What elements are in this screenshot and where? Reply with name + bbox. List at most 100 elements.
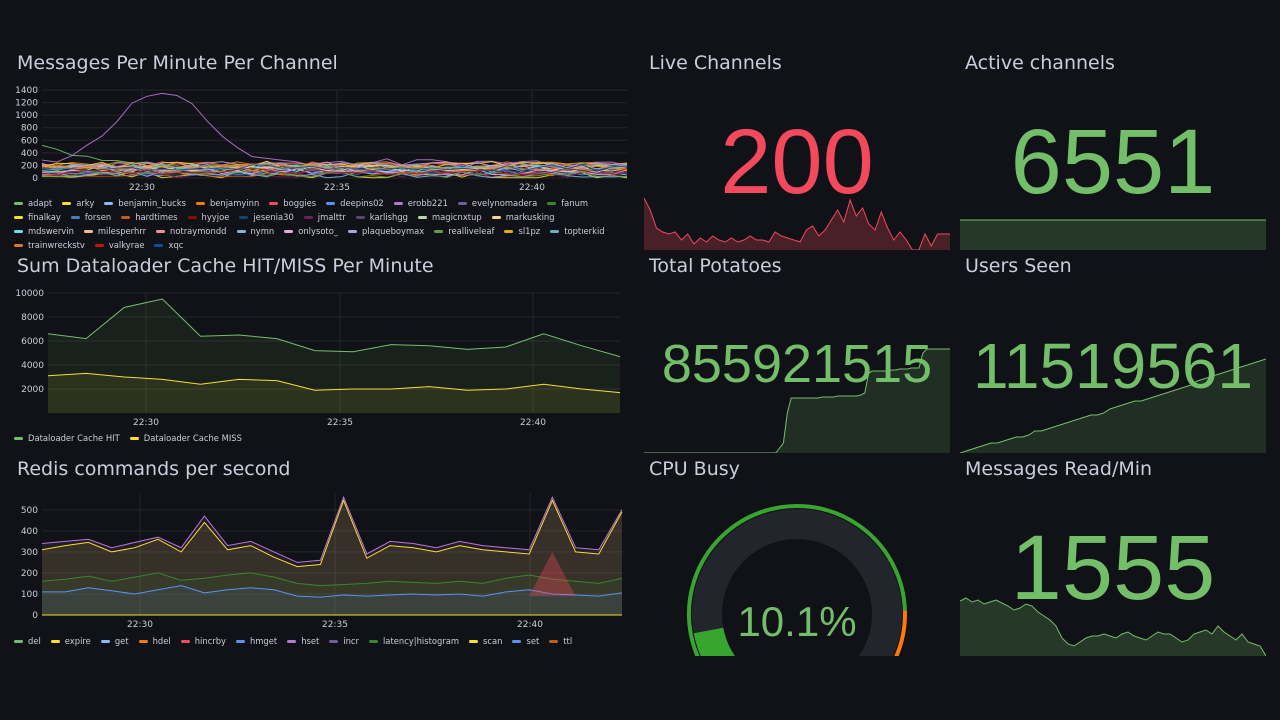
x-tick-label: 22:40 [517, 620, 543, 630]
legend-item[interactable]: deepins02 [326, 198, 384, 208]
sparkline-area [644, 198, 950, 250]
panel-messages-read[interactable]: Messages Read/Min 1555 [960, 458, 1266, 656]
legend-swatch [70, 215, 80, 219]
legend-item[interactable]: hyyjoe [187, 212, 229, 222]
sparkline-line [960, 597, 1266, 656]
legend-item[interactable]: forsen [70, 212, 111, 222]
sparkline-area [960, 359, 1266, 453]
users-seen-sparkline [960, 358, 1266, 453]
legend-item[interactable]: hmget [235, 636, 277, 646]
legend-label: sl1pz [518, 226, 541, 236]
legend-item[interactable]: scan [469, 636, 502, 646]
legend-item[interactable]: markusking [491, 212, 555, 222]
legend-item[interactable]: hardtimes [121, 212, 178, 222]
legend-swatch [14, 229, 23, 233]
legend-item[interactable]: notraymondd [156, 226, 227, 236]
legend-swatch [329, 639, 339, 643]
redis-chart[interactable]: 0 100 200 300 400 500 22:30 22:35 22:40 [12, 488, 632, 633]
legend-item[interactable]: set [512, 636, 539, 646]
legend-item[interactable]: milesperhrr [83, 226, 147, 236]
panel-messages-per-minute[interactable]: Messages Per Minute Per Channel 0 200 400 6… [12, 52, 632, 250]
legend-item[interactable]: onlysoto_ [284, 226, 338, 236]
series-line [42, 585, 623, 598]
legend-item[interactable]: magicnxtup [418, 212, 482, 222]
legend-label: onlysoto_ [298, 226, 339, 236]
legend-label: xqc [168, 240, 184, 250]
legend-item[interactable]: plaqueboymax [348, 226, 424, 236]
legend-item[interactable]: boggies [269, 198, 316, 208]
x-tick-label: 22:30 [127, 620, 153, 630]
panel-users-seen[interactable]: Users Seen 11519561 [960, 255, 1266, 453]
legend-item[interactable]: erobb221 [393, 198, 448, 208]
panel-dataloader-cache[interactable]: Sum Dataloader Cache HIT/MISS Per Minute… [12, 255, 632, 450]
legend-item[interactable]: expire [50, 636, 91, 646]
y-tick-label: 6000 [21, 337, 44, 347]
legend-item[interactable]: karlishgg [355, 212, 408, 222]
legend-item[interactable]: ttl [549, 636, 572, 646]
sparkline-line [644, 197, 950, 250]
legend-swatch [14, 215, 23, 219]
legend-swatch [50, 639, 60, 643]
x-tick-label: 22:35 [324, 183, 350, 193]
legend-item[interactable]: benjamyinn [195, 198, 259, 208]
legend-item[interactable]: adapt [14, 198, 52, 208]
legend-item[interactable]: mdswervin [14, 226, 74, 236]
total-potatoes-sparkline [644, 348, 950, 453]
sparkline-line [644, 348, 950, 453]
legend-item[interactable]: trainwreckstv [14, 240, 85, 250]
legend-item[interactable]: evelynomadera [457, 198, 537, 208]
legend-item[interactable]: arky [62, 198, 94, 208]
sparkline-area [960, 220, 1266, 250]
dataloader-chart[interactable]: 2000 4000 6000 8000 10000 22:30 22:35 22:40 [12, 285, 632, 430]
series-line [41, 495, 623, 563]
y-tick-label: 8000 [21, 313, 44, 323]
legend-item[interactable]: realliveleaf [434, 226, 494, 236]
legend-item[interactable]: fanum [547, 198, 588, 208]
panel-title: CPU Busy [649, 458, 740, 480]
legend-item[interactable]: nymn [236, 226, 274, 236]
legend-label: adapt [28, 198, 53, 208]
legend-item[interactable]: incr [329, 636, 359, 646]
legend-item[interactable]: benjamin_bucks [104, 198, 186, 208]
legend-label: Dataloader Cache HIT [28, 433, 120, 443]
chart-legend: del expire get hdel hincrby hmget hset incr late… [14, 636, 614, 646]
legend-item[interactable]: valkyrae [94, 240, 144, 250]
legend-swatch [368, 639, 378, 643]
legend-item[interactable]: finalkay [14, 212, 61, 222]
y-tick-label: 100 [21, 590, 38, 600]
legend-label: latency|histogram [382, 636, 460, 646]
legend-item[interactable]: hdel [138, 636, 171, 646]
panel-total-potatoes[interactable]: Total Potatoes 855921515 [644, 255, 950, 453]
messages-chart[interactable]: 0 200 400 600 800 1000 1200 1400 22:30 22:35 22:40 [12, 82, 632, 222]
legend-item[interactable]: latency|histogram [368, 636, 460, 646]
legend-swatch [180, 639, 190, 643]
legend-swatch [100, 639, 110, 643]
legend-item[interactable]: jesenia30 [239, 212, 294, 222]
legend-item[interactable]: hset [287, 636, 319, 646]
legend-item[interactable]: toptıerkid [550, 226, 605, 236]
legend-swatch [269, 201, 279, 205]
panel-cpu-busy[interactable]: CPU Busy 10.1% [644, 458, 950, 656]
legend-swatch [239, 215, 249, 219]
legend-item[interactable]: get [100, 636, 129, 646]
legend-item[interactable]: hincrby [180, 636, 226, 646]
legend-item[interactable]: xqc [154, 240, 183, 250]
legend-swatch [434, 229, 444, 233]
panel-redis-commands[interactable]: Redis commands per second 0 100 200 300 400 5… [12, 458, 632, 653]
legend-label: fanum [561, 198, 589, 208]
legend-item[interactable]: Dataloader Cache HIT [14, 433, 120, 443]
legend-swatch [326, 201, 336, 205]
x-tick-label: 22:40 [520, 418, 546, 428]
panel-active-channels[interactable]: Active channels 6551 [960, 52, 1266, 250]
legend-item[interactable]: sl1pz [504, 226, 540, 236]
legend-swatch [195, 201, 205, 205]
legend-item[interactable]: Dataloader Cache MISS [129, 433, 242, 443]
series-line [41, 167, 628, 176]
legend-item[interactable]: del [14, 636, 41, 646]
panel-title: Sum Dataloader Cache HIT/MISS Per Minute [17, 255, 434, 277]
legend-label: ttl [563, 636, 573, 646]
legend-item[interactable]: jmalttr [303, 212, 346, 222]
legend-label: milesperhrr [97, 226, 147, 236]
panel-live-channels[interactable]: Live Channels 200 [644, 52, 950, 250]
legend-label: hardtimes [135, 212, 178, 222]
